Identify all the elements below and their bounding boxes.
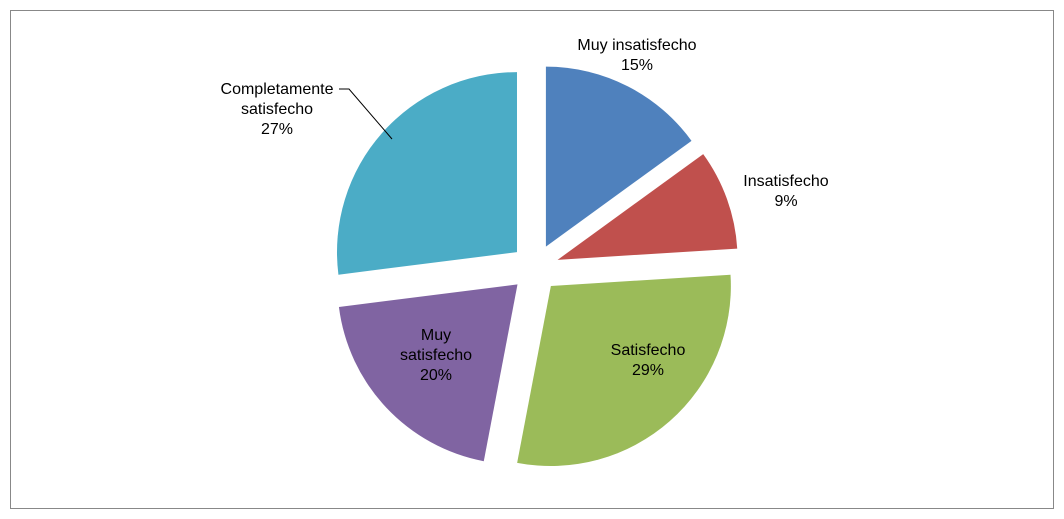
- pie: [336, 66, 738, 467]
- pie-slice: [557, 154, 738, 260]
- pie-slice: [545, 66, 692, 247]
- data-labels: Muy insatisfecho 15% Insatisfecho 9% Satisfe…: [221, 37, 829, 384]
- pie-slice: [517, 274, 731, 467]
- pie-slice: [336, 72, 517, 275]
- label-line: Satisfecho: [611, 342, 686, 359]
- category-label: Muy satisfecho: [400, 327, 472, 364]
- label-line: satisfecho: [241, 101, 313, 118]
- label-line: Insatisfecho: [743, 173, 828, 190]
- value-label: 29%: [632, 362, 664, 379]
- category-label: Satisfecho: [611, 342, 686, 359]
- label-line: Muy insatisfecho: [577, 37, 696, 54]
- label-line: satisfecho: [400, 347, 472, 364]
- category-label: Completamente satisfecho: [221, 81, 334, 118]
- label-line: Completamente: [221, 81, 334, 98]
- pie-slice: [338, 284, 518, 462]
- value-label: 20%: [420, 367, 452, 384]
- value-label: 9%: [774, 193, 797, 210]
- category-label: Muy insatisfecho: [577, 37, 696, 54]
- category-label: Insatisfecho: [743, 173, 828, 190]
- label-line: Muy: [421, 327, 451, 344]
- leader-line: [339, 88, 393, 140]
- value-label: 15%: [621, 57, 653, 74]
- value-label: 27%: [261, 121, 293, 138]
